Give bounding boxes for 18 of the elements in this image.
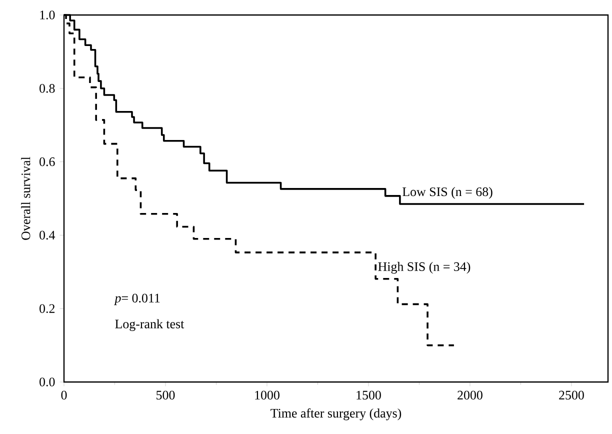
annotation: Log-rank test — [115, 319, 184, 332]
y-axis-title: Overall survival — [21, 156, 30, 240]
x-tick-label: 1000 — [255, 390, 280, 400]
y-tick-label: 0.4 — [40, 230, 56, 240]
y-tick-label: 1.0 — [40, 10, 55, 20]
x-tick-label: 2000 — [458, 390, 482, 400]
x-tick-label: 0 — [61, 390, 67, 400]
x-tick-label: 2500 — [559, 390, 584, 400]
annotation: p= 0.011 — [114, 294, 160, 306]
y-tick-label: 0.6 — [40, 157, 55, 166]
y-tick-label: 0.0 — [40, 378, 55, 386]
series-label: Low SIS (n = 68) — [402, 187, 492, 199]
y-tick-label: 0.8 — [40, 84, 55, 93]
x-tick-label: 1500 — [356, 390, 381, 400]
y-tick-label: 0.2 — [40, 304, 55, 313]
x-axis-title: Time after surgery (days) — [270, 408, 402, 420]
series-label: High SIS (n = 34) — [378, 262, 470, 274]
x-tick-label: 500 — [156, 390, 175, 400]
